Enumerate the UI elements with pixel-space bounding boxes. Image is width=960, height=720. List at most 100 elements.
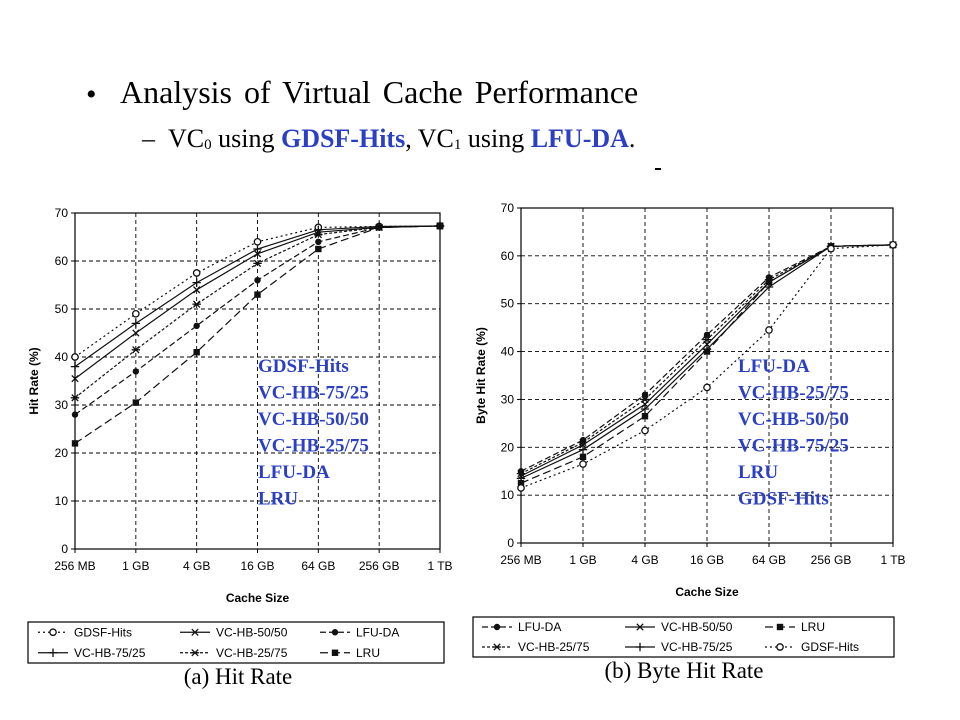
- y-tick-label: 20: [55, 446, 69, 460]
- vc1-subscript: 1: [453, 137, 462, 153]
- y-axis-label: Hit Rate (%): [27, 347, 41, 414]
- legend-label: LRU: [801, 620, 825, 634]
- subtitle-dash: –: [142, 124, 155, 153]
- subtitle-using-1: using: [211, 124, 281, 153]
- vc0-label: VC: [168, 124, 205, 153]
- data-point: [315, 238, 322, 245]
- legend-frame: [27, 621, 445, 664]
- legend-label: VC-HB-25/75: [216, 646, 288, 660]
- y-axis-label: Byte Hit Rate (%): [474, 327, 488, 424]
- series-gdsf-hits: [517, 241, 897, 492]
- data-point: [71, 374, 79, 383]
- legend-label: LFU-DA: [518, 620, 561, 634]
- x-tick-label: 16 GB: [690, 553, 724, 567]
- data-point: [579, 460, 587, 468]
- overlay-label: VC-HB-25/75: [258, 436, 369, 457]
- overlay-label: VC-HB-25/75: [738, 383, 849, 404]
- chart-byte-hit-rate: 0 10 20 30 40 50 60 70 256 MB 1 GB 4 GB 16 GB 64 GB 2…: [472, 201, 906, 683]
- data-point: [132, 399, 140, 406]
- legend: GDSF-Hits VC-HB-50/50 LFU-DA VC-HB-75/25 VC-…: [27, 621, 445, 664]
- subtitle-using-2: using: [461, 124, 531, 153]
- x-tick-label: 4 GB: [631, 553, 658, 567]
- overlay-label: LFU-DA: [738, 356, 810, 377]
- legend-label: GDSF-Hits: [74, 625, 132, 639]
- data-point: [70, 362, 80, 371]
- data-point: [253, 250, 262, 258]
- data-point: [253, 259, 262, 268]
- data-point: [71, 411, 79, 418]
- y-tick-label: 30: [501, 392, 515, 406]
- legend-label: VC-HB-75/25: [661, 640, 733, 654]
- x-tick-label: 64 GB: [301, 559, 335, 573]
- chart-caption: (b) Byte Hit Rate: [604, 658, 763, 683]
- data-point: [641, 426, 649, 435]
- data-point: [70, 394, 80, 402]
- data-point: [641, 412, 649, 420]
- legend-frame: [472, 616, 895, 658]
- x-tick-label: 1 GB: [122, 559, 149, 573]
- x-tick-label: 256 GB: [811, 553, 852, 567]
- x-tick-label: 1 TB: [880, 553, 905, 567]
- legend-label: VC-HB-75/25: [74, 646, 146, 660]
- x-tick-label: 256 MB: [54, 559, 95, 573]
- legend-swatch-marker: [776, 643, 784, 651]
- chart-hit-rate: 0 10 20 30 40 50 60 70 256 MB 1 GB 4 GB 16 GB 64 GB 2…: [27, 206, 453, 689]
- chart-caption: (a) Hit Rate: [184, 664, 293, 689]
- data-point: [193, 286, 201, 294]
- data-point: [253, 244, 262, 254]
- series-lru: [71, 222, 444, 447]
- legend-swatch-marker: [635, 642, 645, 652]
- data-point: [254, 291, 261, 298]
- data-point: [193, 322, 200, 329]
- data-point: [436, 222, 444, 230]
- y-tick-label: 0: [61, 542, 68, 556]
- legend: LFU-DA VC-HB-50/50 LRU VC-HB-25/75 VC-HB-75/…: [472, 616, 895, 658]
- data-point: [765, 326, 773, 334]
- overlay-label: GDSF-Hits: [738, 489, 829, 510]
- y-tick-label: 70: [501, 201, 515, 215]
- y-tick-label: 40: [501, 345, 515, 359]
- overlay-label: VC-HB-75/25: [258, 383, 369, 404]
- data-point: [131, 319, 141, 328]
- y-tick-label: 0: [507, 536, 514, 550]
- legend-label: VC-HB-50/50: [661, 620, 733, 634]
- algo-lfu-da: LFU-DA: [530, 124, 629, 153]
- x-tick-label: 16 GB: [240, 559, 274, 573]
- legend-swatch-marker: [191, 628, 199, 636]
- data-point: [192, 269, 201, 277]
- data-point: [253, 237, 262, 246]
- overlay-label: VC-HB-75/25: [738, 436, 849, 457]
- legend-swatch-marker: [190, 649, 200, 657]
- x-axis-label: Cache Size: [226, 591, 290, 605]
- slide-subtitle: – VC0 using GDSF-Hits, VC1 using LFU-DA.: [142, 124, 635, 154]
- y-tick-label: 30: [55, 398, 69, 412]
- stray-mark: [655, 168, 661, 170]
- y-tick-label: 50: [501, 297, 515, 311]
- overlay-label: VC-HB-50/50: [738, 409, 849, 430]
- data-point: [827, 244, 835, 253]
- vc1-label: VC: [417, 124, 454, 153]
- overlay-label: LFU-DA: [258, 462, 330, 483]
- data-point: [703, 383, 711, 392]
- y-tick-label: 60: [501, 249, 515, 263]
- data-point: [315, 245, 322, 253]
- x-axis-label: Cache Size: [675, 585, 739, 599]
- y-tick-label: 70: [55, 206, 69, 220]
- legend-label: GDSF-Hits: [801, 640, 859, 654]
- legend-swatch-marker: [636, 623, 644, 631]
- bullet-marker: •: [86, 78, 97, 111]
- data-point: [640, 404, 650, 414]
- legend-label: VC-HB-25/75: [518, 640, 590, 654]
- data-point: [765, 278, 773, 286]
- x-tick-label: 256 GB: [359, 559, 400, 573]
- y-tick-label: 40: [55, 350, 69, 364]
- legend-label: LFU-DA: [356, 625, 399, 639]
- legend-swatch-marker: [331, 649, 339, 656]
- x-tick-label: 1 TB: [427, 559, 452, 573]
- slide-header: • Analysis of Virtual Cache Performance …: [0, 0, 960, 180]
- vc0-subscript: 0: [204, 137, 212, 153]
- y-tick-label: 20: [501, 440, 515, 454]
- data-point: [192, 278, 201, 287]
- data-point: [703, 331, 711, 339]
- x-tick-label: 256 MB: [500, 553, 541, 567]
